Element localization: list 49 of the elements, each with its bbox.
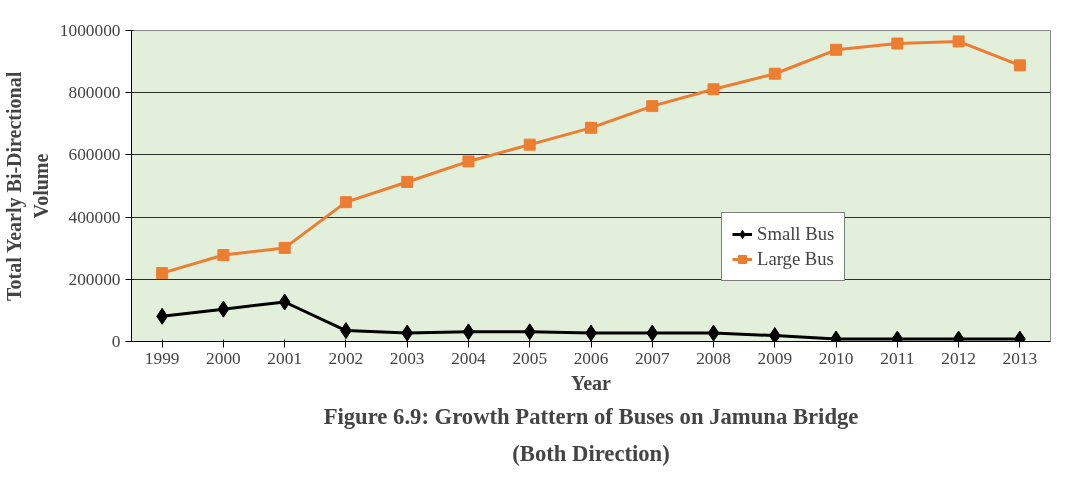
x-tick-label: 2000: [206, 348, 241, 368]
point: [278, 293, 291, 311]
legend-label: Small Bus: [757, 223, 835, 245]
text: Figure 6.9: Growth Pattern of Buses on Jamuna Bridge (Both Direction): [323, 403, 859, 466]
point: [707, 324, 720, 342]
legend-label: Large Bus: [757, 248, 834, 270]
x-axis-title: Year: [571, 371, 612, 394]
x-tick-label: 2005: [512, 348, 548, 368]
point: [952, 35, 965, 48]
point: [523, 323, 536, 341]
x-tick-label: 2009: [757, 348, 793, 368]
y-tick-label: 1000000: [59, 21, 121, 40]
point: [523, 138, 536, 151]
point: [278, 241, 291, 254]
x-tick-label: 1999: [144, 348, 180, 368]
x-tick-label: 2002: [328, 348, 364, 368]
point: [768, 327, 781, 342]
point: [891, 37, 904, 50]
point: [707, 83, 720, 96]
x-tick-label: 2008: [696, 348, 731, 368]
point: [646, 100, 659, 113]
x-tick-label: 2011: [880, 348, 915, 368]
y-tick-label: 400000: [68, 207, 121, 227]
point: [1013, 59, 1026, 72]
point: [339, 196, 352, 209]
point: [462, 323, 475, 341]
point: [585, 121, 597, 134]
x-tick-label: 2001: [267, 348, 302, 368]
x-tick-label: 2013: [1002, 348, 1038, 368]
y-tick-label: 200000: [68, 269, 121, 289]
y-tick-label: 600000: [68, 145, 121, 165]
point: [768, 67, 781, 80]
y-axis-title: Total Yearly Bi-Directional Volume: [3, 71, 52, 301]
point: [401, 324, 414, 342]
point: [401, 175, 414, 188]
x-tick-label: 2006: [573, 348, 609, 368]
point: [217, 300, 230, 318]
x-tick-label: 2004: [451, 348, 487, 368]
point: [646, 324, 659, 342]
x-tick-label: 2003: [389, 348, 425, 368]
x-tick-label: 2007: [634, 348, 670, 368]
y-tick-label: 0: [111, 332, 121, 351]
point: [462, 155, 475, 168]
x-tick-label: 2012: [941, 348, 976, 368]
point: [217, 249, 230, 262]
y-tick-label: 800000: [68, 83, 121, 103]
point: [830, 43, 843, 56]
point: [156, 267, 169, 280]
x-tick-label: 2010: [818, 348, 854, 368]
